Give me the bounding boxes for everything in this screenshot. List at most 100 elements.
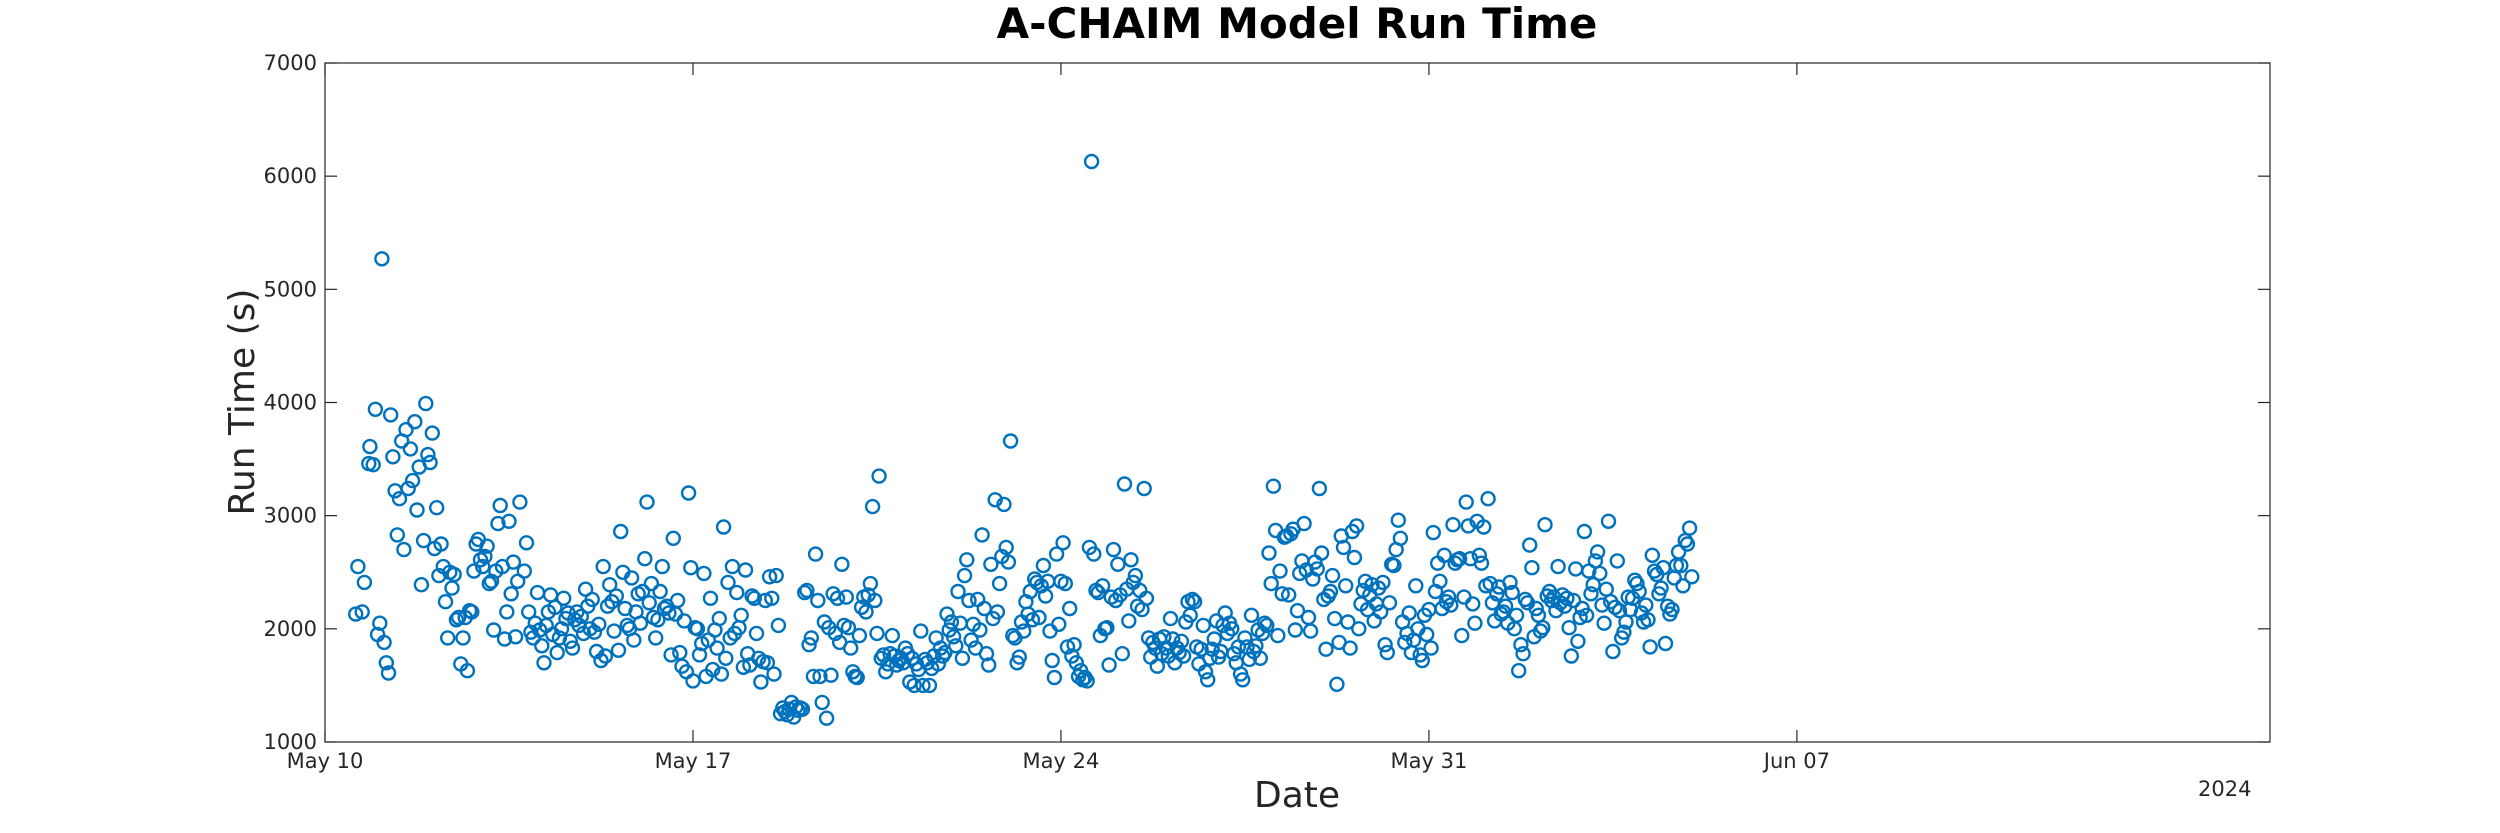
data-point xyxy=(683,560,699,576)
data-point xyxy=(1195,617,1212,634)
data-point xyxy=(1458,494,1474,510)
data-point xyxy=(1175,648,1192,664)
data-point xyxy=(829,590,846,606)
data-point xyxy=(1182,607,1198,623)
data-point xyxy=(1024,612,1041,628)
data-point xyxy=(1114,646,1131,662)
data-point xyxy=(1583,586,1599,602)
data-point xyxy=(1528,600,1544,617)
data-point xyxy=(429,500,445,516)
data-point xyxy=(991,575,1008,592)
data-point xyxy=(1237,630,1253,646)
data-point xyxy=(1423,640,1439,656)
data-point xyxy=(396,541,412,558)
x-tick-label: May 31 xyxy=(1391,749,1468,773)
data-point xyxy=(884,627,900,644)
data-point xyxy=(496,631,513,647)
data-point xyxy=(715,519,732,535)
data-point xyxy=(1471,547,1488,563)
data-point xyxy=(1679,536,1696,552)
data-point xyxy=(1263,575,1279,592)
data-point xyxy=(746,590,762,606)
data-point xyxy=(1657,635,1674,652)
data-point xyxy=(1392,530,1409,546)
data-point xyxy=(549,644,565,661)
x-tick-label: May 24 xyxy=(1023,749,1100,773)
data-point xyxy=(1324,567,1341,584)
data-point xyxy=(705,661,721,678)
data-point xyxy=(1256,615,1273,631)
data-point xyxy=(556,590,572,606)
data-point xyxy=(950,583,966,600)
data-point xyxy=(1576,523,1593,540)
data-point xyxy=(801,637,817,653)
data-point xyxy=(906,677,922,694)
data-point xyxy=(711,610,727,627)
data-point xyxy=(1372,604,1389,620)
data-point xyxy=(477,548,493,565)
data-point xyxy=(753,674,769,690)
data-point xyxy=(1408,578,1424,594)
data-point xyxy=(1515,646,1531,662)
data-point xyxy=(1418,626,1435,643)
data-point xyxy=(1653,580,1669,596)
data-point xyxy=(1079,673,1095,689)
data-point xyxy=(1480,491,1496,507)
data-point xyxy=(823,667,839,683)
data-point xyxy=(1629,575,1645,592)
data-point xyxy=(709,640,725,656)
data-point xyxy=(459,663,476,679)
data-point xyxy=(797,584,813,601)
data-point xyxy=(354,604,370,620)
data-point xyxy=(652,583,668,600)
data-point xyxy=(1504,584,1520,601)
data-point xyxy=(446,566,462,583)
data-point xyxy=(1184,591,1201,608)
data-point xyxy=(1631,583,1647,600)
data-point xyxy=(1578,607,1595,623)
data-point xyxy=(989,604,1006,620)
y-tick-label: 5000 xyxy=(264,277,317,301)
data-point xyxy=(1322,583,1339,600)
data-point xyxy=(689,621,706,637)
data-point xyxy=(794,701,811,717)
data-point xyxy=(1287,622,1304,638)
data-point xyxy=(490,515,506,532)
data-point xyxy=(665,530,681,546)
data-point xyxy=(1057,575,1074,592)
data-point xyxy=(869,625,885,642)
data-point xyxy=(1473,555,1490,571)
data-point xyxy=(448,612,465,628)
data-point xyxy=(1031,609,1047,626)
data-point xyxy=(602,577,618,593)
data-point xyxy=(1414,652,1431,669)
data-point xyxy=(516,563,532,579)
y-tick-label: 7000 xyxy=(264,51,317,75)
data-point xyxy=(1521,537,1538,553)
data-point xyxy=(1055,535,1071,551)
data-point xyxy=(661,605,677,621)
data-point xyxy=(654,558,670,575)
data-point xyxy=(1563,648,1580,664)
data-point xyxy=(1318,641,1334,657)
data-point xyxy=(720,574,736,591)
data-point xyxy=(1510,663,1527,679)
data-point xyxy=(1296,515,1312,532)
data-point xyxy=(1611,603,1628,619)
data-point xyxy=(827,625,843,642)
data-point xyxy=(1016,623,1032,639)
data-point xyxy=(1110,556,1126,572)
data-point xyxy=(764,590,780,606)
data-point xyxy=(1585,577,1601,593)
data-point xyxy=(1337,578,1354,594)
data-point xyxy=(998,539,1014,556)
data-point xyxy=(1000,554,1017,570)
data-point xyxy=(1640,612,1656,628)
data-point xyxy=(1243,607,1260,623)
data-point xyxy=(1302,623,1319,639)
data-point xyxy=(1445,517,1461,533)
data-point xyxy=(1083,153,1100,170)
data-point xyxy=(400,480,416,497)
data-point xyxy=(610,642,627,658)
data-point xyxy=(858,604,874,620)
